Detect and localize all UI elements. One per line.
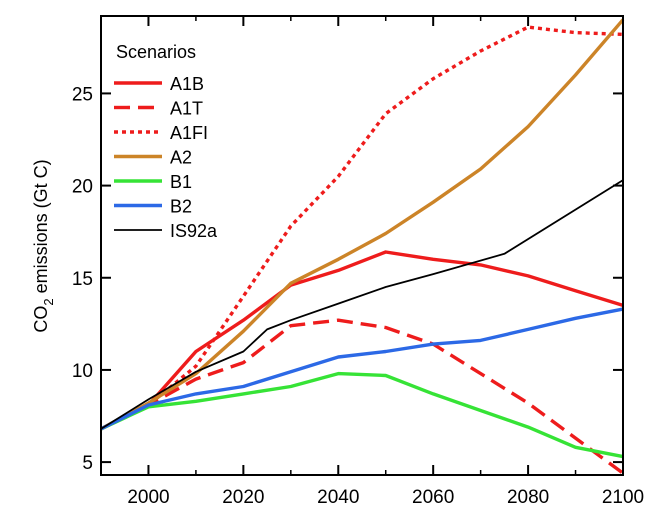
legend-label-b1: B1: [170, 172, 192, 192]
y-axis-label-rest: emissions (Gt C): [31, 159, 51, 298]
y-axis-label: CO2 emissions (Gt C): [31, 159, 56, 332]
y-axis-label-subscript: 2: [41, 298, 56, 305]
ticks-layer: 2000 2020 2040 2060 2080 2100 5 10 15 20 25: [72, 16, 644, 508]
legend-items: A1B A1T A1FI A2 B1 B2 IS92a: [114, 74, 218, 241]
legend-label-a2: A2: [170, 148, 192, 168]
legend-label-is92a: IS92a: [170, 221, 218, 241]
y-axis-label-main: CO: [31, 306, 51, 333]
plot-frame: [100, 15, 624, 476]
y-tick-label: 25: [72, 84, 93, 105]
series-line-a2: [100, 18, 625, 431]
y-tick-label: 5: [82, 453, 93, 474]
series-layer: [100, 18, 625, 475]
series-line-a1b: [100, 250, 624, 431]
series-line-b1: [100, 371, 624, 459]
series-line-a1t: [100, 318, 625, 475]
legend-label-a1b: A1B: [170, 74, 204, 94]
x-tick-label: 2000: [127, 487, 169, 508]
legend-label-b2: B2: [170, 197, 192, 217]
legend: Scenarios A1B A1T A1FI A2 B1 B2 IS92a: [114, 42, 218, 241]
x-tick-label: 2060: [412, 487, 454, 508]
legend-label-a1t: A1T: [170, 99, 203, 119]
legend-label-a1fi: A1FI: [170, 123, 208, 143]
x-tick-label: 2100: [602, 487, 644, 508]
y-tick-label: 10: [72, 361, 93, 382]
legend-title: Scenarios: [116, 42, 196, 62]
x-tick-label: 2020: [222, 487, 264, 508]
series-line-is92a: [100, 179, 624, 430]
series-line-a1fi: [100, 25, 624, 431]
x-tick-label: 2080: [507, 487, 549, 508]
series-line-b2: [100, 307, 624, 431]
y-tick-label: 15: [72, 269, 93, 290]
x-tick-label: 2040: [317, 487, 359, 508]
y-tick-label: 20: [72, 177, 93, 198]
